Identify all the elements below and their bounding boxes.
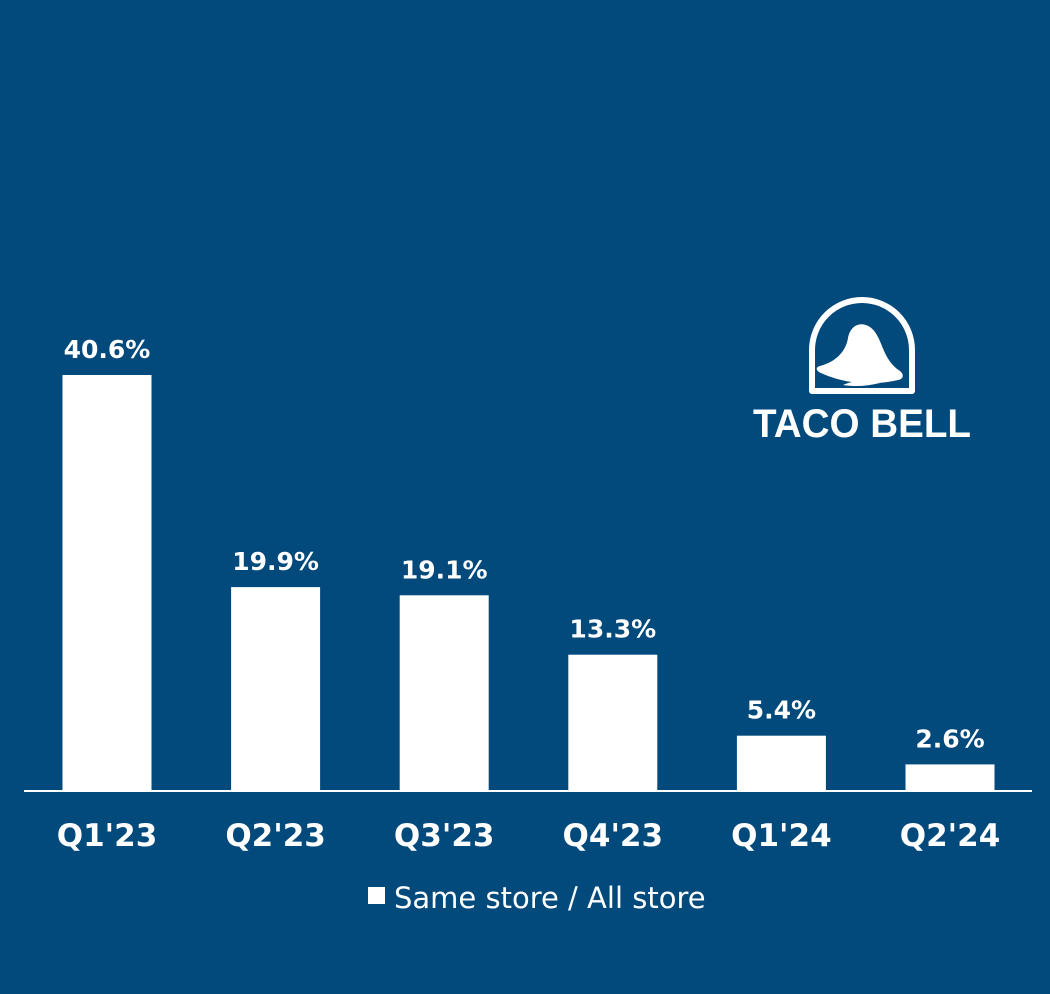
bar <box>399 595 489 791</box>
legend-label: Same store / All store <box>394 881 706 915</box>
taco-bell-bell-icon <box>809 297 915 394</box>
x-tick-label: Q1'24 <box>731 818 832 854</box>
data-label: 5.4% <box>747 696 816 725</box>
x-tick-label: Q4'23 <box>563 818 664 854</box>
data-label: 2.6% <box>915 724 984 753</box>
legend: Same store / All store <box>368 881 706 915</box>
x-tick-label: Q2'23 <box>225 818 326 854</box>
bars <box>62 375 995 791</box>
x-tick-label: Q1'23 <box>57 818 158 854</box>
x-tick-label: Q2'24 <box>900 818 1001 854</box>
x-tick-label: Q3'23 <box>394 818 495 854</box>
taco-bell-logo: TACO BELL <box>753 297 971 446</box>
value-labels: 40.6% 19.9% 19.1% 13.3% 5.4% 2.6% <box>64 335 985 753</box>
legend-swatch <box>368 887 385 904</box>
data-label: 19.1% <box>401 555 488 584</box>
x-axis-tick-labels: Q1'23 Q2'23 Q3'23 Q4'23 Q1'24 Q2'24 <box>57 818 1001 854</box>
logo-brand-text: TACO BELL <box>753 402 971 446</box>
data-label: 19.9% <box>232 547 319 576</box>
data-label: 13.3% <box>569 615 656 644</box>
bar <box>62 375 152 791</box>
bar <box>568 654 658 791</box>
data-label: 40.6% <box>64 335 151 364</box>
bar <box>905 764 995 791</box>
bar <box>736 735 826 791</box>
bar <box>231 587 321 791</box>
